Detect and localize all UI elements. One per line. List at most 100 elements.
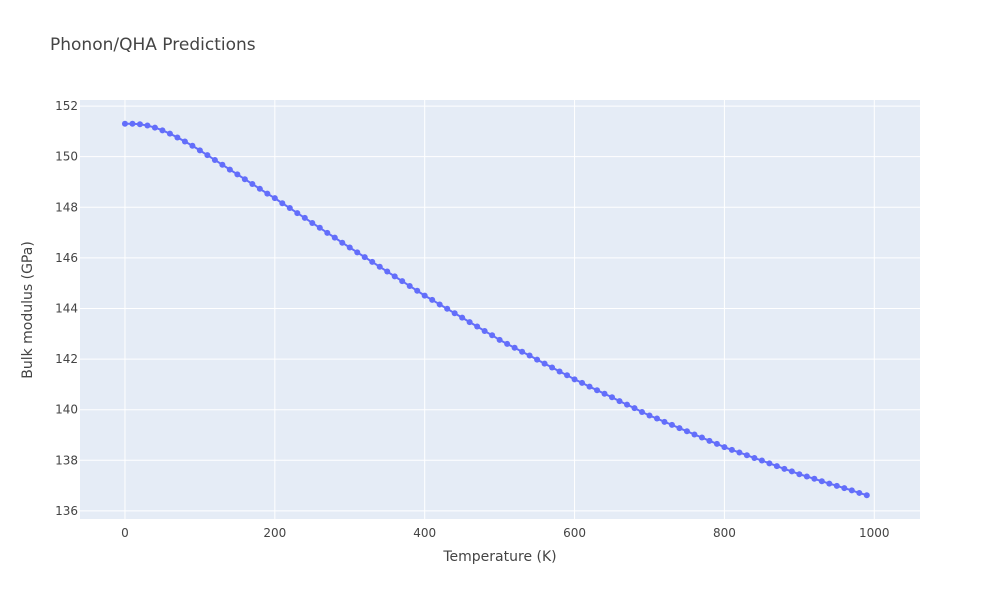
data-point [451,310,458,317]
data-point [743,452,750,459]
data-point [556,368,563,375]
data-point [624,401,631,408]
data-point [429,296,436,303]
data-point [354,249,361,256]
data-point [331,234,338,241]
x-tick-label: 800 [713,526,736,540]
data-point [496,336,503,343]
data-point [241,176,248,183]
data-point [474,323,481,330]
data-point [766,460,773,467]
data-point [534,356,541,363]
data-point [863,492,870,499]
x-tick-label: 400 [413,526,436,540]
x-axis-title: Temperature (K) [442,549,556,565]
data-point [144,122,151,129]
data-point [489,332,496,339]
data-point [271,195,278,202]
data-point [414,287,421,294]
data-point [481,328,488,335]
data-point [736,449,743,456]
data-point [841,485,848,492]
data-point [466,319,473,326]
data-point [309,219,316,226]
data-point [668,421,675,428]
y-tick-label: 142 [55,352,78,366]
data-point [339,239,346,246]
data-point [181,138,188,145]
data-point [848,487,855,494]
data-point [706,437,713,444]
data-point [294,210,301,217]
data-point [211,156,218,163]
data-point [616,398,623,405]
data-point [316,224,323,231]
x-tick-label: 200 [263,526,286,540]
data-point [219,161,226,168]
data-point [256,185,263,192]
data-point [833,482,840,489]
data-point [683,428,690,435]
data-point [226,166,233,173]
data-point [571,376,578,383]
data-point [826,480,833,487]
data-point [166,130,173,137]
data-point [249,181,256,188]
data-point [279,200,286,207]
data-point [421,292,428,299]
data-point [721,444,728,451]
data-point [301,214,308,221]
y-tick-label: 152 [55,99,78,113]
data-point [609,394,616,401]
data-point [601,390,608,397]
data-point [728,446,735,453]
data-point [399,278,406,285]
data-point [324,229,331,236]
data-point [174,134,181,141]
data-point [151,124,158,131]
y-tick-label: 136 [55,504,78,518]
data-point [444,305,451,312]
data-point [653,415,660,422]
data-point [264,190,271,197]
data-point [818,478,825,485]
data-point [564,372,571,379]
y-tick-label: 148 [55,200,78,214]
data-point [459,314,466,321]
data-point [406,282,413,289]
data-point [129,120,136,127]
data-point [436,301,443,308]
data-point [376,263,383,270]
data-point [391,273,398,280]
data-point [361,254,368,261]
data-point [346,244,353,251]
plot-area [80,100,920,519]
y-tick-label: 144 [55,301,78,315]
data-point [526,352,533,359]
data-point [586,383,593,390]
data-point [286,205,293,212]
data-point [204,152,211,159]
y-tick-label: 140 [55,403,78,417]
chart-title: Phonon/QHA Predictions [50,35,256,55]
data-point [541,360,548,367]
data-point [136,121,143,128]
data-point [638,408,645,415]
data-point [803,473,810,480]
data-point [369,258,376,265]
y-tick-label: 138 [55,453,78,467]
series-line [124,122,868,497]
data-point [511,344,518,351]
data-point [781,465,788,472]
x-tick-label: 600 [563,526,586,540]
data-point [579,379,586,386]
data-point [234,171,241,178]
data-point [676,425,683,432]
data-point [713,440,720,447]
y-tick-label: 146 [55,251,78,265]
data-point [811,475,818,482]
data-point [631,405,638,412]
data-point [758,457,765,464]
data-point [594,387,601,394]
